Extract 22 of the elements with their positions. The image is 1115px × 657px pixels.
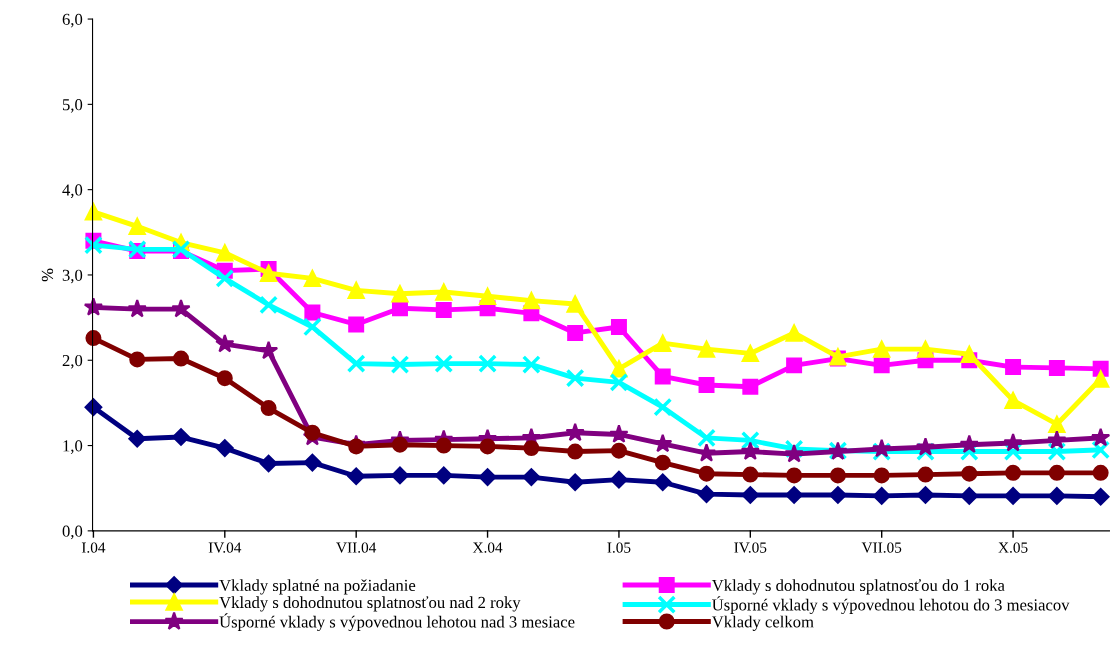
legend-label: Vklady splatné na požiadanie (219, 579, 416, 595)
x-tick-label: I.05 (607, 542, 631, 553)
y-tick-label: 4,0 (62, 184, 83, 198)
legend-label: Úsporné vklady s výpovednou lehotou do 3 mesiacov (712, 596, 1070, 614)
x-tick-label: VII.05 (861, 542, 902, 553)
x-tick-label: X.05 (998, 542, 1028, 553)
legend-label: Vklady celkom (711, 615, 814, 631)
y-tick-label: 2,0 (62, 354, 83, 369)
y-tick-label: 5,0 (62, 99, 83, 113)
legend-label: Úsporné vklady s výpovednou lehotou nad 3 mesiace (219, 613, 575, 631)
legend-label: Vklady s dohodnutou splatnosťou do 1 roka (711, 579, 1005, 595)
x-tick-label: IV.04 (208, 542, 242, 553)
x-tick-label: VII.04 (336, 542, 377, 553)
y-axis-title: % (41, 268, 54, 282)
y-tick-label: 0,0 (62, 525, 83, 540)
x-tick-label: I.04 (81, 542, 106, 553)
y-tick-label: 6,0 (62, 13, 83, 28)
x-tick-label: IV.05 (734, 542, 767, 553)
y-tick-label: 3,0 (62, 269, 83, 284)
x-tick-label: X.04 (472, 542, 503, 553)
legend-label: Vklady s dohodnutou splatnosťou nad 2 roky (219, 596, 521, 612)
y-tick-label: 1,0 (63, 440, 83, 454)
